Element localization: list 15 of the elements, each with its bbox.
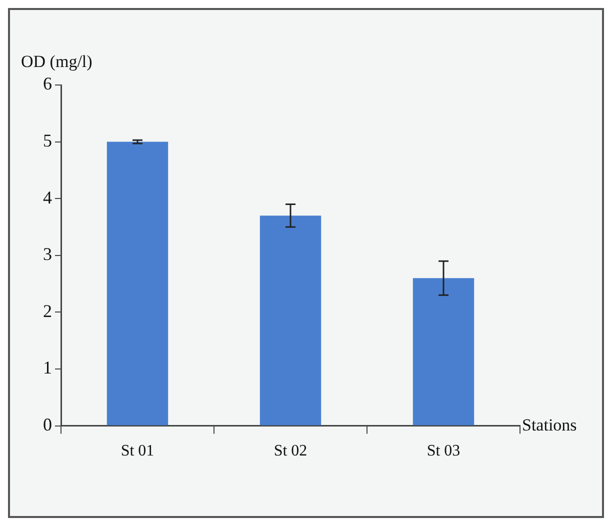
y-tick-label: 2 <box>43 300 52 321</box>
bar <box>106 142 168 426</box>
y-axis-title: OD (mg/l) <box>21 52 92 71</box>
y-tick-label: 6 <box>43 74 52 94</box>
bar <box>412 278 474 426</box>
bar <box>260 216 322 426</box>
y-tick-label: 1 <box>43 358 52 378</box>
x-tick-label: St 01 <box>120 442 154 460</box>
y-tick-label: 5 <box>43 130 52 151</box>
x-tick-label: St 03 <box>426 442 460 460</box>
y-tick-label: 0 <box>43 414 52 435</box>
y-tick-label: 3 <box>43 244 52 264</box>
x-tick-label: St 02 <box>274 442 308 460</box>
y-tick-label: 4 <box>43 187 52 208</box>
x-axis-title: Stations <box>522 415 577 434</box>
